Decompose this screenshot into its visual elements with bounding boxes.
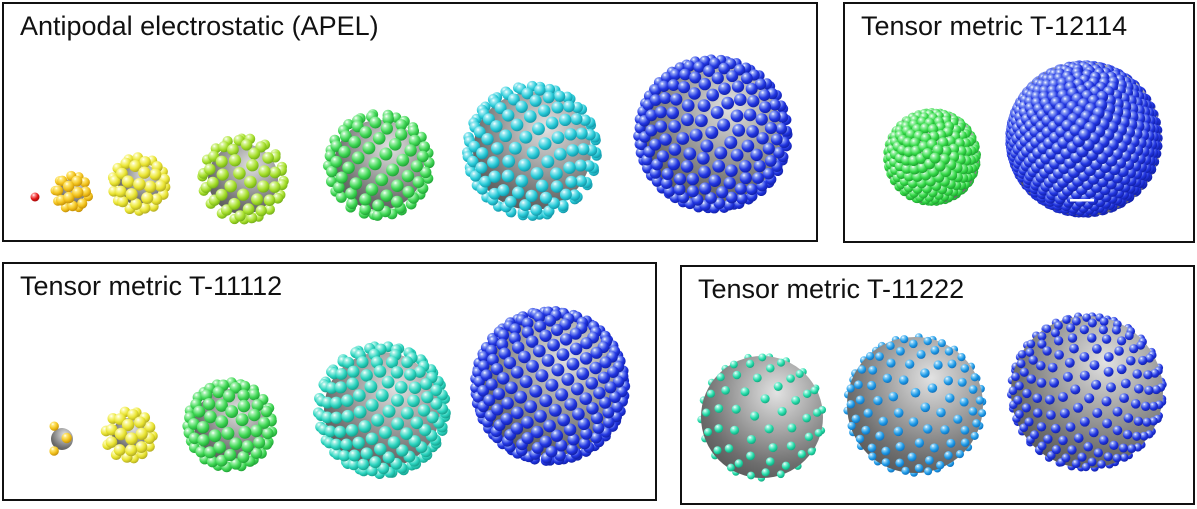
particle bbox=[30, 192, 40, 202]
particle bbox=[633, 54, 793, 214]
particle bbox=[312, 341, 451, 480]
panel-title: Tensor metric T-11222 bbox=[698, 274, 965, 304]
particle bbox=[843, 333, 987, 477]
panel-title: Antipodal electrostatic (APEL) bbox=[20, 11, 379, 41]
scale-bar bbox=[1070, 199, 1094, 202]
particle bbox=[182, 377, 278, 473]
particle-figure bbox=[697, 312, 1167, 482]
particle bbox=[1007, 312, 1167, 472]
particle bbox=[883, 107, 982, 206]
particle bbox=[100, 406, 158, 464]
panel-tensor-t11112: Tensor metric T-11112 bbox=[2, 262, 657, 501]
panel-tensor-t12114: Tensor metric T-12114 bbox=[843, 2, 1195, 243]
particle-figure bbox=[883, 60, 1163, 218]
particle bbox=[697, 353, 827, 482]
particle bbox=[49, 421, 73, 456]
particle bbox=[470, 306, 631, 466]
particle bbox=[462, 80, 602, 221]
panel-tensor-t11222: Tensor metric T-11222 bbox=[680, 265, 1195, 505]
particle bbox=[197, 133, 289, 225]
particle bbox=[1005, 60, 1163, 218]
particle-figure bbox=[30, 54, 793, 225]
particle bbox=[50, 170, 94, 213]
panel-title: Tensor metric T-12114 bbox=[861, 11, 1128, 41]
panel-title: Tensor metric T-11112 bbox=[20, 271, 283, 301]
particle-figure bbox=[49, 306, 631, 480]
particle bbox=[107, 152, 171, 216]
particle bbox=[322, 109, 435, 221]
panel-apel: Antipodal electrostatic (APEL) bbox=[2, 2, 818, 242]
